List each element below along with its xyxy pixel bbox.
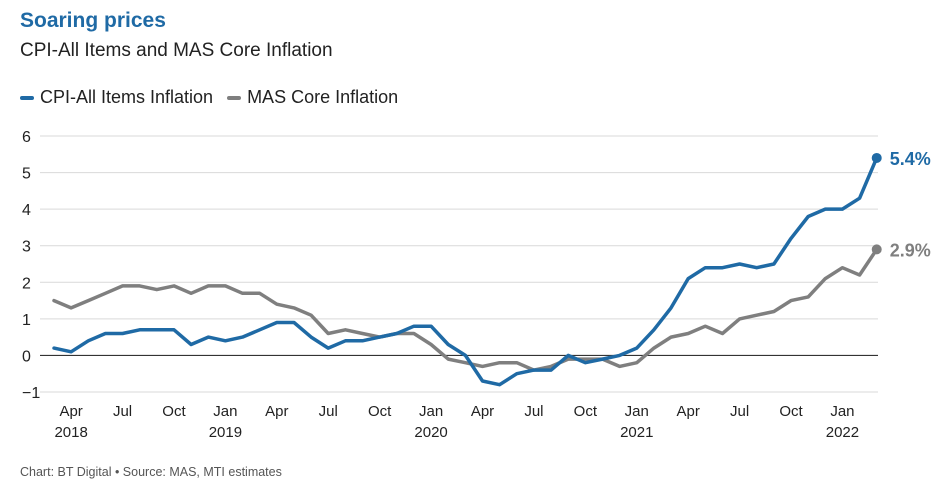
x-tick-label: Jan [213, 403, 237, 420]
x-tick-label: Jul [319, 403, 338, 420]
cpi-inflation-line [52, 156, 879, 387]
y-tick-label: 1 [22, 312, 31, 329]
y-tick-label: −1 [22, 385, 40, 402]
source-note: Chart: BT Digital • Source: MAS, MTI est… [20, 465, 282, 479]
x-tick-label: Oct [368, 403, 392, 420]
x-tick-year-label: 2021 [620, 424, 653, 441]
x-tick-label: Oct [779, 403, 803, 420]
legend-swatch-core [227, 95, 242, 100]
x-tick-year-label: 2022 [826, 424, 859, 441]
x-tick-label: Apr [265, 403, 288, 420]
cpi-end-label: 5.4% [890, 149, 931, 169]
core-end-label: 2.9% [890, 240, 931, 260]
chart-title: Soaring prices [20, 9, 166, 32]
y-tick-label: 5 [22, 166, 31, 183]
core-end-marker [871, 244, 882, 255]
legend-item-cpi: CPI-All Items Inflation [20, 87, 213, 108]
y-tick-label: 6 [22, 129, 31, 146]
x-tick-label: Apr [471, 403, 494, 420]
x-tick-label: Apr [677, 403, 700, 420]
x-tick-label: Jul [524, 403, 543, 420]
x-tick-label: Apr [59, 403, 82, 420]
x-tick-label: Jul [730, 403, 749, 420]
x-tick-label: Jan [419, 403, 443, 420]
x-tick-label: Oct [574, 403, 598, 420]
y-tick-label: 2 [22, 275, 31, 292]
cpi-end-marker [871, 152, 882, 163]
core-inflation-line [52, 247, 879, 372]
x-tick-label: Jan [830, 403, 854, 420]
legend-label-core: MAS Core Inflation [247, 87, 399, 107]
x-tick-label: Jul [113, 403, 132, 420]
x-tick-year-label: 2020 [414, 424, 447, 441]
legend-swatch-cpi [20, 95, 34, 100]
legend-label-cpi: CPI-All Items Inflation [40, 87, 214, 107]
legend: CPI-All Items Inflation MAS Core Inflati… [20, 87, 412, 108]
x-tick-label: Oct [162, 403, 186, 420]
y-tick-label: 3 [22, 239, 31, 256]
x-tick-year-label: 2018 [54, 424, 87, 441]
legend-item-core: MAS Core Inflation [227, 87, 398, 108]
y-tick-label: 0 [22, 348, 31, 365]
y-tick-label: 4 [22, 202, 31, 219]
x-tick-year-label: 2019 [209, 424, 242, 441]
chart-subtitle: CPI-All Items and MAS Core Inflation [20, 40, 333, 61]
x-tick-label: Jan [625, 403, 649, 420]
